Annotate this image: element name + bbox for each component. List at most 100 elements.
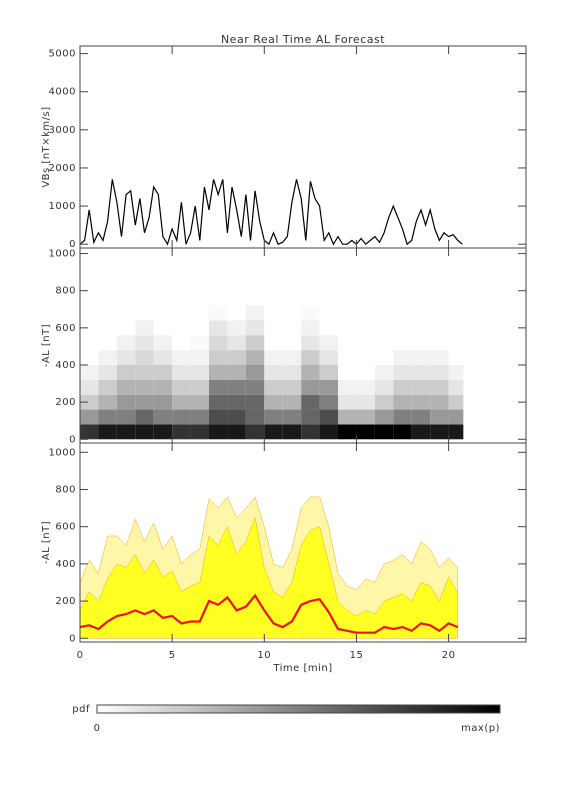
heat-cell [245, 394, 265, 410]
heat-cell [190, 350, 210, 365]
y-tick-label: 600 [55, 323, 76, 334]
heat-cell [393, 424, 412, 440]
median-line [79, 593, 459, 634]
heat-cell [135, 379, 154, 395]
heat-cell [80, 350, 99, 365]
heat-cell [245, 290, 265, 306]
heat-cell [319, 365, 339, 380]
heat-cell [209, 320, 228, 336]
y-tick-label: 4000 [49, 87, 76, 98]
heat-cell [338, 424, 357, 440]
heat-cell [227, 290, 246, 306]
heat-cell [430, 379, 449, 395]
heat-cell [338, 409, 357, 425]
y-axis-label: VBs [nT×km/s] [41, 106, 52, 187]
heat-cell [245, 379, 265, 395]
heat-cell [80, 365, 99, 380]
heat-cell [135, 424, 154, 440]
heat-cell [116, 379, 136, 395]
heat-cell [98, 320, 117, 336]
heat-cell [356, 335, 375, 351]
heat-cell [411, 290, 431, 306]
heat-cell [264, 365, 283, 380]
heat-cell [153, 365, 173, 380]
heat-cell [430, 320, 449, 336]
heat-cell [301, 365, 320, 380]
heat-cell [80, 335, 99, 351]
y-tick-label: 200 [55, 397, 76, 408]
heat-cell [356, 394, 375, 410]
heat-cell [80, 320, 99, 336]
heat-cell [172, 290, 191, 306]
heat-cell [116, 394, 136, 410]
y-tick-label: 0 [69, 633, 76, 644]
heat-cell [448, 394, 464, 410]
x-tick-label: 5 [169, 650, 176, 661]
heat-cell [245, 424, 265, 440]
heat-cell [430, 409, 449, 425]
y-tick-label: 2000 [49, 163, 76, 174]
heat-cell [227, 394, 246, 410]
heat-cell [209, 394, 228, 410]
heat-cell [98, 305, 117, 321]
heat-cell [301, 409, 320, 425]
heat-cell [319, 409, 339, 425]
heat-cell [245, 305, 265, 321]
heat-cell [172, 335, 191, 351]
x-tick-label: 20 [442, 650, 456, 661]
heat-cell [393, 365, 412, 380]
heat-cell [319, 290, 339, 306]
heat-cell [301, 320, 320, 336]
heat-cell [374, 424, 394, 440]
heat-cell [319, 350, 339, 365]
heat-cell [190, 409, 210, 425]
heat-cell [319, 424, 339, 440]
y-tick-label: 800 [55, 484, 76, 495]
heat-cell [393, 305, 412, 321]
heat-cell [98, 379, 117, 395]
heat-cell [98, 365, 117, 380]
y-tick-label: 400 [55, 559, 76, 570]
heat-cell [227, 379, 246, 395]
heat-cell [430, 365, 449, 380]
heat-cell [374, 335, 394, 351]
heat-cell [264, 424, 283, 440]
heat-cell [209, 335, 228, 351]
heat-cell [153, 424, 173, 440]
heat-cell [282, 290, 302, 306]
heat-cell [282, 424, 302, 440]
x-tick-label: 0 [77, 650, 84, 661]
heat-cell [282, 365, 302, 380]
heat-cell [190, 320, 210, 336]
heat-cell [430, 290, 449, 306]
heat-cell [448, 335, 464, 351]
heat-cell [98, 335, 117, 351]
heat-cell [356, 290, 375, 306]
heat-cell [393, 320, 412, 336]
heat-cell [245, 409, 265, 425]
heat-cell [338, 394, 357, 410]
heat-cell [116, 335, 136, 351]
heat-cell [135, 394, 154, 410]
heat-cell [448, 290, 464, 306]
heat-cell [227, 409, 246, 425]
heat-cell [301, 335, 320, 351]
heat-cell [172, 365, 191, 380]
heat-cell [135, 350, 154, 365]
heat-cell [282, 394, 302, 410]
y-tick-label: 0 [69, 239, 76, 250]
heat-cell [227, 424, 246, 440]
heat-cell [393, 350, 412, 365]
heat-cell [430, 394, 449, 410]
heat-cell [227, 335, 246, 351]
heat-cell [80, 290, 99, 306]
heat-cell [393, 394, 412, 410]
heat-cell [282, 379, 302, 395]
heat-cell [116, 350, 136, 365]
heat-cell [98, 350, 117, 365]
heat-cell [374, 394, 394, 410]
heat-cell [448, 305, 464, 321]
heat-cell [153, 320, 173, 336]
heat-cell [80, 379, 99, 395]
heat-cell [430, 350, 449, 365]
